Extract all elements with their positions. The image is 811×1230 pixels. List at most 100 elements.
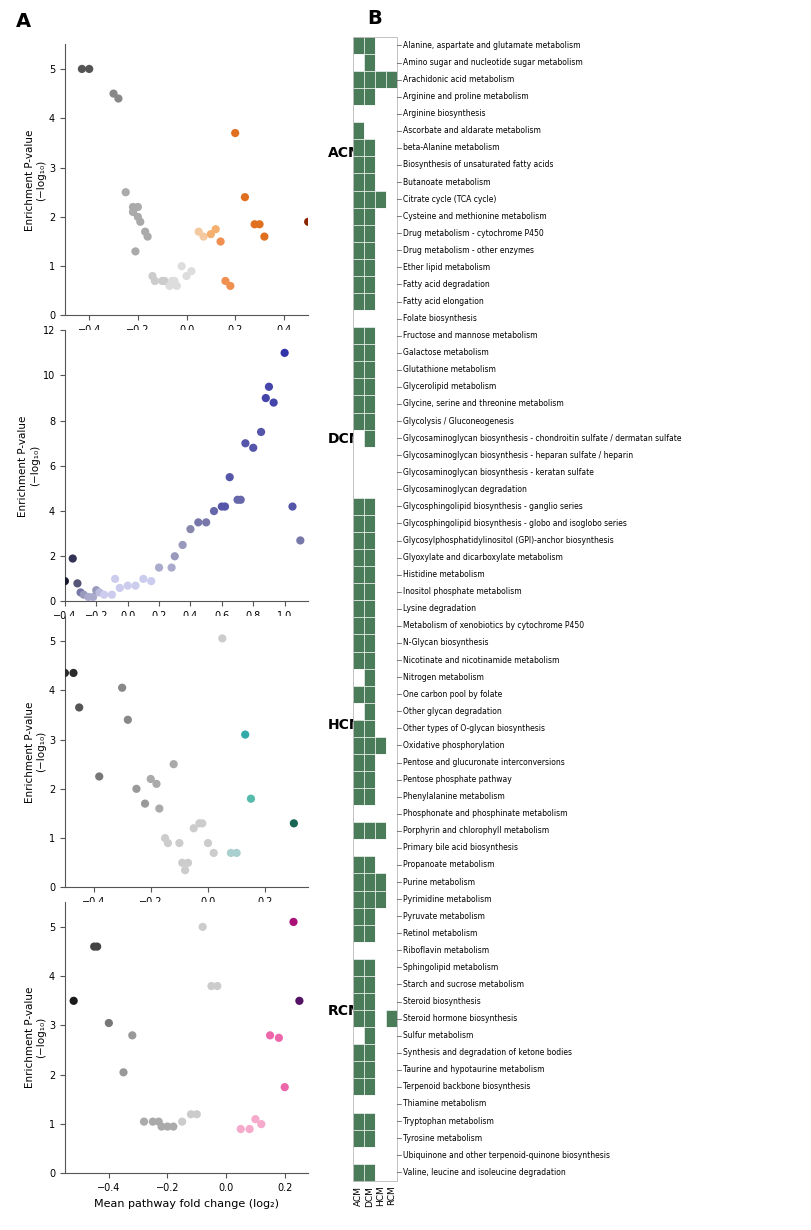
Text: A: A — [16, 12, 32, 31]
Point — [116, 678, 129, 697]
Point — [91, 937, 104, 957]
Text: Citrate cycle (TCA cycle): Citrate cycle (TCA cycle) — [403, 194, 496, 204]
Point — [255, 422, 268, 442]
Point — [253, 214, 266, 234]
Text: B: B — [367, 10, 382, 28]
Point — [258, 226, 271, 246]
Point — [167, 754, 180, 774]
Point — [58, 571, 71, 590]
Point — [158, 271, 171, 290]
Point — [219, 271, 232, 290]
Point — [159, 828, 172, 847]
Text: Other glycan degradation: Other glycan degradation — [403, 707, 502, 716]
Point — [214, 231, 227, 251]
Text: Primary bile acid biosynthesis: Primary bile acid biosynthesis — [403, 844, 518, 852]
Point — [192, 221, 205, 241]
Text: Steroid hormone biosynthesis: Steroid hormone biosynthesis — [403, 1014, 517, 1023]
Text: Glycerolipid metabolism: Glycerolipid metabolism — [403, 383, 496, 391]
Point — [139, 221, 152, 241]
Text: Pentose phosphate pathway: Pentose phosphate pathway — [403, 775, 512, 784]
Point — [243, 1119, 256, 1139]
Point — [77, 584, 90, 604]
Text: Retinol metabolism: Retinol metabolism — [403, 929, 478, 937]
Point — [129, 241, 142, 261]
Text: Glutathione metabolism: Glutathione metabolism — [403, 365, 496, 374]
Text: Ubiquinone and other terpenoid-quinone biosynthesis: Ubiquinone and other terpenoid-quinone b… — [403, 1151, 610, 1160]
Point — [204, 224, 217, 244]
Text: Other types of O-glycan biosynthesis: Other types of O-glycan biosynthesis — [403, 724, 545, 733]
Point — [90, 581, 103, 600]
Point — [67, 549, 79, 568]
Point — [224, 276, 237, 295]
Point — [238, 724, 251, 744]
Point — [152, 1112, 165, 1132]
Text: Sulfur metabolism: Sulfur metabolism — [403, 1031, 474, 1041]
Text: HCM: HCM — [328, 718, 363, 732]
Point — [119, 182, 132, 202]
Text: Arginine and proline metabolism: Arginine and proline metabolism — [403, 92, 529, 101]
Point — [248, 214, 261, 234]
Point — [82, 587, 95, 606]
Text: Folate biosynthesis: Folate biosynthesis — [403, 314, 477, 323]
Point — [211, 977, 224, 996]
Text: Glycosphingolipid biosynthesis - ganglio series: Glycosphingolipid biosynthesis - ganglio… — [403, 502, 583, 510]
Point — [88, 937, 101, 957]
Text: Pyrimidine metabolism: Pyrimidine metabolism — [403, 894, 491, 904]
Point — [197, 226, 210, 246]
Text: Starch and sucrose metabolism: Starch and sucrose metabolism — [403, 980, 524, 989]
Point — [117, 1063, 130, 1082]
Point — [73, 697, 86, 717]
Point — [130, 779, 143, 798]
Text: ACM: ACM — [354, 1186, 363, 1205]
Point — [93, 583, 106, 603]
Point — [168, 546, 181, 566]
Point — [167, 1117, 180, 1137]
Point — [127, 202, 139, 221]
Point — [247, 438, 260, 458]
Point — [216, 497, 229, 517]
Point — [114, 578, 127, 598]
Point — [75, 59, 88, 79]
Text: Lysine degradation: Lysine degradation — [403, 604, 476, 614]
Point — [105, 584, 118, 604]
Point — [230, 843, 243, 862]
Text: Phenylalanine metabolism: Phenylalanine metabolism — [403, 792, 505, 801]
Point — [134, 212, 147, 231]
Text: Galactose metabolism: Galactose metabolism — [403, 348, 489, 357]
Point — [144, 769, 157, 788]
Point — [138, 1112, 151, 1132]
Text: Amino sugar and nucleotide sugar metabolism: Amino sugar and nucleotide sugar metabol… — [403, 58, 583, 66]
Point — [287, 913, 300, 932]
Point — [184, 1105, 197, 1124]
Point — [126, 1026, 139, 1046]
Point — [139, 793, 152, 813]
Text: Arachidonic acid metabolism: Arachidonic acid metabolism — [403, 75, 514, 84]
X-axis label: Mean pathway fold change (log₂): Mean pathway fold change (log₂) — [94, 627, 279, 637]
Text: Synthesis and degradation of ketone bodies: Synthesis and degradation of ketone bodi… — [403, 1048, 573, 1058]
Text: Sphingolipid metabolism: Sphingolipid metabolism — [403, 963, 499, 972]
Text: Riboflavin metabolism: Riboflavin metabolism — [403, 946, 489, 954]
Text: Arginine biosynthesis: Arginine biosynthesis — [403, 109, 486, 118]
Point — [155, 1117, 168, 1137]
Point — [152, 557, 165, 577]
Text: Drug metabolism - cytochrome P450: Drug metabolism - cytochrome P450 — [403, 229, 544, 237]
Point — [67, 991, 80, 1011]
Text: Thiamine metabolism: Thiamine metabolism — [403, 1100, 487, 1108]
X-axis label: Mean pathway fold change (log₂): Mean pathway fold change (log₂) — [94, 341, 279, 351]
Point — [195, 813, 208, 833]
Point — [231, 490, 244, 509]
Text: Steroid biosynthesis: Steroid biosynthesis — [403, 998, 481, 1006]
Point — [107, 84, 120, 103]
Point — [46, 54, 59, 74]
Y-axis label: Enrichment P-value
(−log₁₀): Enrichment P-value (−log₁₀) — [24, 988, 46, 1089]
Point — [180, 266, 193, 285]
Point — [83, 59, 96, 79]
Point — [144, 571, 157, 590]
Text: Histidine metabolism: Histidine metabolism — [403, 571, 485, 579]
Point — [196, 918, 209, 937]
Point — [150, 774, 163, 793]
Point — [148, 271, 161, 290]
Text: Glycosaminoglycan degradation: Glycosaminoglycan degradation — [403, 485, 527, 493]
Point — [293, 991, 306, 1011]
Text: Metabolism of xenobiotics by cytochrome P450: Metabolism of xenobiotics by cytochrome … — [403, 621, 585, 631]
